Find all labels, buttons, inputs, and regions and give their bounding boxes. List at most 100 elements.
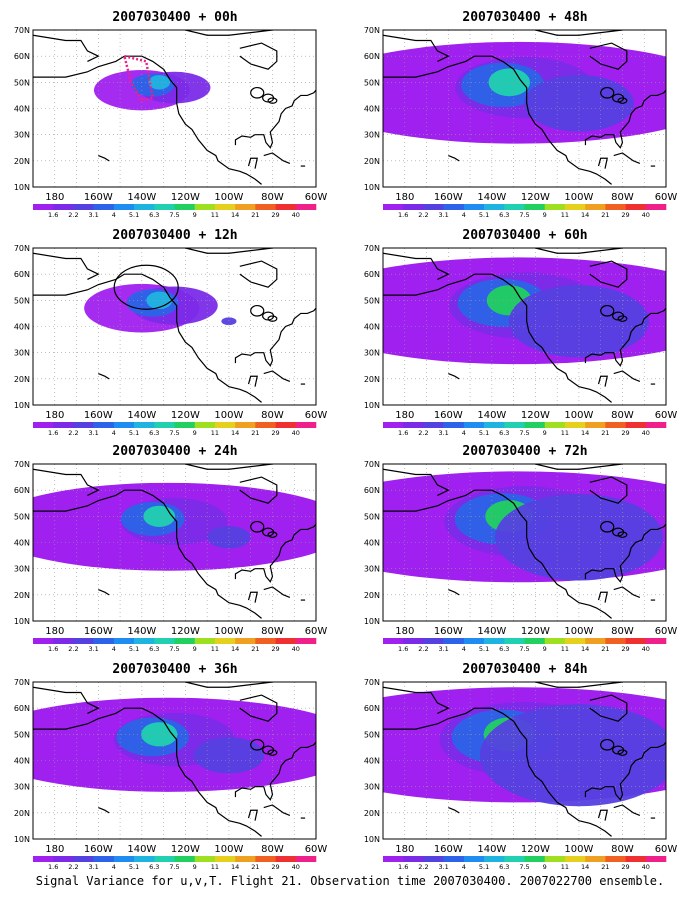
map-frame — [32, 681, 317, 840]
lat-label: 30N — [14, 131, 30, 140]
colorbar-swatch — [463, 422, 485, 428]
colorbar-label: 6.3 — [499, 211, 509, 218]
colorbar-label: 2.2 — [68, 863, 78, 870]
colorbar-swatch — [33, 204, 54, 210]
colorbar-swatch — [645, 422, 667, 428]
colorbar-label: 6.3 — [499, 645, 509, 652]
colorbar-swatch — [53, 856, 74, 862]
lat-label: 10N — [364, 617, 380, 626]
lon-label: 160W — [434, 410, 463, 421]
lat-label: 10N — [364, 401, 380, 410]
colorbar-swatch — [383, 422, 404, 428]
colorbar-swatch — [73, 638, 94, 644]
lon-label: 80W — [261, 410, 284, 421]
colorbar-swatch — [93, 204, 115, 210]
colorbar-swatch — [605, 638, 626, 644]
lon-label: 80W — [611, 410, 634, 421]
colorbar-label: 9 — [193, 429, 197, 436]
lat-label: 50N — [14, 512, 30, 521]
colorbar-swatch — [544, 422, 566, 428]
lon-label: 100W — [214, 410, 243, 421]
colorbar-swatch — [113, 422, 135, 428]
map-plot: 70N 60N 50N 40N 30N 20N 10N 180 160W 140W 120W 100W… — [364, 26, 678, 218]
variance-contour — [508, 285, 650, 358]
colorbar-label: 9 — [543, 211, 547, 218]
lon-label: 180 — [395, 844, 414, 855]
lat-label: 70N — [14, 26, 30, 35]
colorbar-swatch — [275, 422, 297, 428]
lat-label: 10N — [14, 835, 30, 844]
map-plot: 70N 60N 50N 40N 30N 20N 10N 180 160W 140W 120W 100W… — [14, 244, 328, 436]
colorbar-label: 21 — [251, 863, 259, 870]
colorbar-label: 40 — [642, 429, 650, 436]
colorbar-swatch — [275, 638, 297, 644]
flight-track — [122, 54, 155, 103]
lon-label: 160W — [434, 844, 463, 855]
colorbar-swatch — [214, 638, 236, 644]
colorbar-swatch — [194, 638, 216, 644]
colorbar-swatch — [295, 422, 317, 428]
colorbar-label: 3.1 — [88, 429, 98, 436]
colorbar-swatch — [564, 204, 586, 210]
colorbar-label: 5.1 — [479, 645, 489, 652]
lon-label: 140W — [127, 410, 156, 421]
coastlines — [33, 30, 316, 185]
colorbar-label: 1.6 — [48, 429, 58, 436]
colorbar-swatch — [443, 638, 465, 644]
lat-label: 60N — [14, 486, 30, 495]
lon-label: 160W — [84, 410, 113, 421]
colorbar-swatch — [484, 204, 505, 210]
colorbar-label: 3.1 — [88, 211, 98, 218]
colorbar-label: 14 — [231, 863, 239, 870]
colorbar-label: 7.5 — [519, 645, 529, 652]
lon-label: 180 — [395, 410, 414, 421]
colorbar-label: 7.5 — [519, 429, 529, 436]
map-panel: 2007030400 + 00h 70N 60N 50N 40N 30N 20N 10N 180… — [0, 0, 350, 218]
colorbar-label: 7.5 — [169, 429, 179, 436]
colorbar-swatch — [113, 204, 135, 210]
lat-label: 40N — [364, 539, 380, 548]
variance-field — [33, 697, 316, 792]
colorbar-label: 29 — [621, 211, 629, 218]
lon-label: 60W — [655, 626, 678, 637]
lat-label: 20N — [364, 809, 380, 818]
lat-label: 50N — [14, 78, 30, 87]
colorbar-label: 5.1 — [479, 429, 489, 436]
colorbar-swatch — [154, 422, 175, 428]
colorbar-swatch — [275, 204, 297, 210]
colorbar-label: 4 — [112, 429, 116, 436]
colorbar-label: 9 — [193, 211, 197, 218]
colorbar-label: 11 — [211, 211, 219, 218]
colorbar-label: 1.6 — [398, 863, 408, 870]
variance-contour — [488, 68, 531, 97]
lon-label: 80W — [611, 626, 634, 637]
colorbar-label: 6.3 — [149, 429, 159, 436]
colorbar-label: 29 — [621, 429, 629, 436]
colorbar-label: 5.1 — [129, 645, 139, 652]
map-frame — [32, 463, 317, 622]
colorbar-swatch — [53, 422, 74, 428]
colorbar-swatch — [33, 856, 54, 862]
colorbar-label: 4 — [462, 645, 466, 652]
colorbar-swatch — [443, 856, 465, 862]
colorbar-swatch — [93, 856, 115, 862]
colorbar-label: 9 — [543, 645, 547, 652]
colorbar-swatch — [564, 638, 586, 644]
lat-label: 20N — [14, 157, 30, 166]
lat-label: 30N — [364, 783, 380, 792]
lat-label: 70N — [14, 244, 30, 253]
map-plot: 70N 60N 50N 40N 30N 20N 10N 180 160W 140W 120W 100W… — [364, 678, 678, 870]
colorbar-swatch — [235, 422, 256, 428]
lon-label: 160W — [434, 192, 463, 203]
colorbar-swatch — [295, 856, 317, 862]
lon-label: 120W — [171, 844, 200, 855]
variance-field — [93, 70, 211, 111]
colorbar-swatch — [154, 204, 175, 210]
panel-title: 2007030400 + 84h — [462, 662, 588, 677]
colorbar-swatch — [484, 422, 505, 428]
colorbar-label: 40 — [292, 645, 300, 652]
colorbar-label: 29 — [621, 645, 629, 652]
colorbar-label: 4 — [462, 863, 466, 870]
map-panel: 2007030400 + 24h 70N 60N 50N 40N 30N 20N 10N 180… — [0, 434, 350, 652]
variance-contour — [479, 704, 666, 807]
